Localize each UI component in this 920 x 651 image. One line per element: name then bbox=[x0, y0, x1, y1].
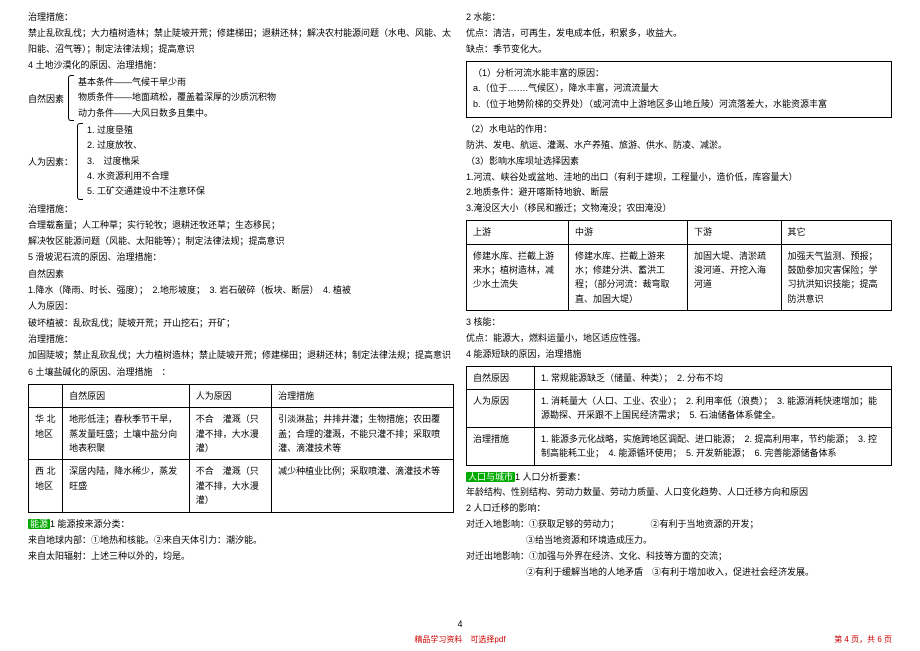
paragraph: 加固陡坡；禁止乱砍乱伐；大力植树造林；禁止陡坡开荒；修建梯田；退耕还林；制定法律… bbox=[28, 348, 454, 363]
paragraph: 合理载畜量；人工种草；实行轮牧；退耕还牧还草；生态移民； bbox=[28, 218, 454, 233]
table-cell: 加强天气监测、预报；鼓励参加灾害保险；学习抗洪知识技能；提高防洪意识 bbox=[781, 244, 892, 311]
human-factors-group: 人为因素： 1. 过度垦殖 2. 过度放牧、 3. 过度樵采 4. 水资源利用不… bbox=[28, 123, 454, 199]
paragraph: ③给当地资源和环境造成压力。 bbox=[466, 533, 892, 548]
paragraph: 禁止乱砍乱伐；大力植树造林；禁止陡坡开荒；修建梯田；退耕还林；解决农村能源问题（… bbox=[28, 26, 454, 57]
table-cell: 地形低洼；春秋季节干旱，蒸发量旺盛；土壤中盐分向地表积聚 bbox=[63, 408, 190, 460]
paragraph: ②有利于缓解当地的人地矛盾 ③有利于增加收入，促进社会经济发展。 bbox=[466, 565, 892, 580]
list-item: 1. 过度垦殖 bbox=[87, 123, 205, 138]
table-cell: 不合 灌溉（只灌不排，大水漫灌） bbox=[189, 460, 271, 512]
table-header: 中游 bbox=[569, 221, 688, 244]
list-item: 5. 工矿交通建设中不注意环保 bbox=[87, 184, 205, 199]
paragraph: 破坏植被：乱砍乱伐；陡坡开荒；开山挖石；开矿； bbox=[28, 316, 454, 331]
table-cell: 1. 能源多元化战略，实施跨地区调配、进口能源； 2. 提高利用率，节约能源； … bbox=[535, 427, 892, 465]
page-number: 4 bbox=[0, 619, 920, 629]
table-cell: 不合 灌溉（只灌不排，大水漫灌） bbox=[189, 408, 271, 460]
human-factors-label: 人为因素： bbox=[28, 123, 77, 199]
section-energy: 能源1 能源按来源分类： bbox=[28, 517, 454, 532]
salinization-table: 自然原因 人为原因 治理措施 华 北地区 地形低洼；春秋季节干旱，蒸发量旺盛；土… bbox=[28, 384, 454, 513]
table-cell: 自然原因 bbox=[467, 366, 535, 389]
heading-5: 5 滑坡泥石流的原因、治理措施： bbox=[28, 250, 454, 265]
list-item: 4. 水资源利用不合理 bbox=[87, 169, 205, 184]
footer-right: 第 4 页，共 6 页 bbox=[834, 634, 892, 645]
heading-3-nuclear: 3 核能： bbox=[466, 315, 892, 330]
heading-4-shortage: 4 能源短缺的原因，治理措施 bbox=[466, 347, 892, 362]
table-cell: 减少种植业比例；采取喷灌、滴灌技术等 bbox=[272, 460, 454, 512]
heading-6: 6 土壤盐碱化的原因、治理措施 ： bbox=[28, 365, 454, 380]
paragraph: 1 人口分析要素： bbox=[515, 472, 586, 482]
paragraph: 人为原因： bbox=[28, 299, 454, 314]
paragraph: 来自地球内部：①地热和核能。②来自天体引力：潮汐能。 bbox=[28, 533, 454, 548]
energy-shortage-table: 自然原因 1. 常规能源缺乏（储量、种类）； 2. 分布不均 人为原因 1. 消… bbox=[466, 366, 892, 466]
list-item: 动力条件——大风日数多且集中。 bbox=[78, 106, 276, 121]
paragraph: 优点：清洁，可再生，发电成本低，积累多，收益大。 bbox=[466, 26, 892, 41]
list-item: 基本条件——气候干旱少雨 bbox=[78, 75, 276, 90]
paragraph: 1 能源按来源分类： bbox=[50, 519, 130, 529]
heading-measures: 治理措施： bbox=[28, 10, 454, 25]
heading-2-water: 2 水能： bbox=[466, 10, 892, 25]
table-cell: 加固大堤、清淤疏浚河道、开挖入海河道 bbox=[688, 244, 782, 311]
table-cell: 修建水库、拦截上游来水；修建分洪、蓄洪工程；（部分河流：裁弯取直、加固大堤） bbox=[569, 244, 688, 311]
paragraph: 2 人口迁移的影响： bbox=[466, 501, 892, 516]
paragraph: 2.地质条件：避开喀斯特地貌、断层 bbox=[466, 185, 892, 200]
paragraph: 年龄结构、性别结构、劳动力数量、劳动力质量、人口变化趋势、人口迁移方向和原因 bbox=[466, 485, 892, 500]
paragraph: 对迁入地影响：①获取足够的劳动力； ②有利于当地资源的开发； bbox=[466, 517, 892, 532]
table-header: 自然原因 bbox=[63, 384, 190, 407]
paragraph: 自然因素 bbox=[28, 267, 454, 282]
paragraph: 1.降水（降雨、时长、强度）； 2.地形坡度； 3. 岩石破碎（板块、断层） 4… bbox=[28, 283, 454, 298]
paragraph: （1）分析河流水能丰富的原因： bbox=[473, 66, 885, 81]
highlight-badge: 人口与城市 bbox=[466, 472, 515, 482]
table-cell: 深居内陆，降水稀少，蒸发旺盛 bbox=[63, 460, 190, 512]
table-header: 人为原因 bbox=[189, 384, 271, 407]
paragraph: 优点：能源大，燃料运量小，地区适应性强。 bbox=[466, 331, 892, 346]
natural-factors-group: 自然因素 基本条件——气候干旱少雨 物质条件——地面疏松，覆盖着深厚的沙质沉积物… bbox=[28, 75, 454, 121]
paragraph: b.（位于地势阶梯的交界处）（或河流中上游地区多山地丘陵）河流落差大，水能资源丰… bbox=[473, 97, 885, 112]
heading-4: 4 土地沙漠化的原因、治理措施： bbox=[28, 58, 454, 73]
footer-center: 精品学习资料 可选择pdf bbox=[0, 634, 920, 645]
paragraph: 1.河流、峡谷处或盆地、洼地的出口（有利于建坝，工程量小，造价低，库容量大） bbox=[466, 170, 892, 185]
table-cell: 华 北地区 bbox=[29, 408, 63, 460]
paragraph: 防洪、发电、航运、灌溉、水产养殖、旅游、供水、防凌、减淤。 bbox=[466, 138, 892, 153]
table-cell: 治理措施 bbox=[467, 427, 535, 465]
paragraph: 对迁出地影响：①加强与外界在经济、文化、科技等方面的交流； bbox=[466, 549, 892, 564]
highlight-badge: 能源 bbox=[28, 519, 50, 529]
heading-measures: 治理措施： bbox=[28, 332, 454, 347]
natural-factors-label: 自然因素 bbox=[28, 75, 68, 121]
boxed-analysis: （1）分析河流水能丰富的原因： a.（位于…….气候区），降水丰富，河流流量大 … bbox=[466, 61, 892, 119]
list-item: 物质条件——地面疏松，覆盖着深厚的沙质沉积物 bbox=[78, 90, 276, 105]
table-header: 治理措施 bbox=[272, 384, 454, 407]
table-header: 上游 bbox=[467, 221, 569, 244]
table-cell: 西 北地区 bbox=[29, 460, 63, 512]
paragraph: 3.淹没区大小（移民和搬迁；文物淹没；农田淹没） bbox=[466, 201, 892, 216]
list-item: 2. 过度放牧、 bbox=[87, 138, 205, 153]
paragraph: 解决牧区能源问题（风能、太阳能等）；制定法律法规；提高意识 bbox=[28, 234, 454, 249]
table-header: 其它 bbox=[781, 221, 892, 244]
table-header bbox=[29, 384, 63, 407]
paragraph: a.（位于…….气候区），降水丰富，河流流量大 bbox=[473, 81, 885, 96]
table-cell: 人为原因 bbox=[467, 390, 535, 428]
table-cell: 修建水库、拦截上游来水；植树造林，减少水土流失 bbox=[467, 244, 569, 311]
table-cell: 引淡淋盐；井排井灌；生物措施；农田覆盖；合理的灌溉，不能只灌不排；采取喷灌、滴灌… bbox=[272, 408, 454, 460]
paragraph: （2）水电站的作用： bbox=[466, 122, 892, 137]
heading-measures: 治理措施： bbox=[28, 202, 454, 217]
list-item: 3. 过度樵采 bbox=[87, 154, 205, 169]
table-cell: 1. 常规能源缺乏（储量、种类）； 2. 分布不均 bbox=[535, 366, 892, 389]
paragraph: （3）影响水库坝址选择因素 bbox=[466, 154, 892, 169]
table-cell: 1. 消耗量大（人口、工业、农业）； 2. 利用率低（浪费）； 3. 能源消耗快… bbox=[535, 390, 892, 428]
river-sections-table: 上游 中游 下游 其它 修建水库、拦截上游来水；植树造林，减少水土流失 修建水库… bbox=[466, 220, 892, 311]
section-population: 人口与城市1 人口分析要素： bbox=[466, 470, 892, 485]
table-header: 下游 bbox=[688, 221, 782, 244]
paragraph: 来自太阳辐射：上述三种以外的，均是。 bbox=[28, 549, 454, 564]
paragraph: 缺点：季节变化大。 bbox=[466, 42, 892, 57]
